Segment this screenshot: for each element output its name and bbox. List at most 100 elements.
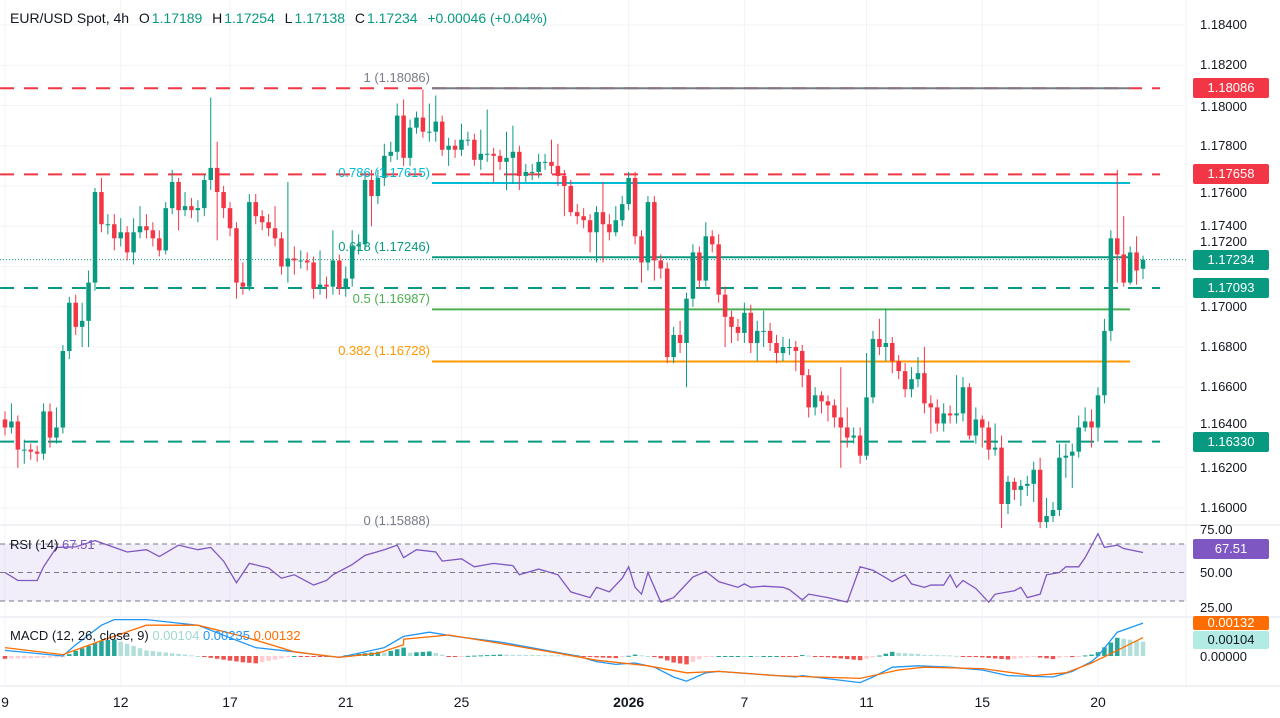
macd-histogram-bar: [832, 656, 837, 658]
macd-histogram-bar: [844, 656, 850, 660]
current-price-label: 1.17234: [1193, 249, 1269, 270]
macd-histogram-bar: [935, 655, 940, 657]
rsi-price-label: 67.51: [1193, 539, 1269, 559]
candle-body: [208, 167, 213, 180]
candle-body: [1070, 451, 1075, 456]
macd-histogram-bar: [684, 656, 689, 665]
candle-body: [793, 347, 799, 352]
candle-body: [420, 117, 426, 132]
candle-body: [980, 419, 985, 428]
candle-body: [902, 371, 908, 390]
macd-histogram-bar: [150, 651, 156, 656]
macd-legend[interactable]: MACD (12, 26, close, 9) 0.00104 0.00235 …: [10, 628, 301, 643]
macd-histogram-bar: [857, 656, 863, 661]
candle-body: [176, 181, 181, 211]
candle-body: [1012, 481, 1017, 490]
candle-body: [941, 413, 946, 424]
price-tick: 1.17600: [1200, 185, 1247, 200]
candle-body: [439, 121, 445, 150]
candle-body: [690, 252, 696, 299]
candle-body: [658, 260, 664, 269]
candle-body: [343, 278, 349, 289]
candle-body: [909, 379, 914, 390]
candle-body: [844, 427, 850, 438]
candle-body: [619, 204, 625, 221]
macd-histogram-bar: [478, 655, 484, 657]
candle-body: [9, 421, 14, 428]
macd-line-value: 0.00235: [202, 628, 250, 643]
candle-body: [15, 421, 21, 450]
candle-body: [787, 347, 792, 348]
fib-label-0.5: 0.5 (1.16987): [352, 291, 430, 307]
candle-body: [478, 153, 484, 160]
candle-body: [954, 413, 959, 416]
candle-body: [1050, 510, 1056, 517]
macd-histogram-bar: [600, 656, 606, 658]
macd-histogram-bar: [761, 656, 766, 657]
candle-body: [112, 224, 117, 239]
candle-body: [465, 139, 471, 141]
open-value: 1.17189: [151, 10, 203, 26]
macd-histogram-bar: [709, 656, 715, 657]
candle-body: [433, 121, 439, 132]
candle-body: [1108, 238, 1114, 331]
macd-histogram-bar: [337, 656, 342, 657]
macd-histogram-bar: [806, 655, 811, 657]
macd-histogram-bar: [523, 654, 529, 656]
candle-body: [1037, 469, 1043, 523]
candle-body: [407, 127, 413, 158]
candle-body: [247, 202, 252, 287]
macd-histogram-bar: [754, 656, 760, 657]
candle-body: [1044, 516, 1049, 523]
candle-body: [639, 236, 644, 263]
macd-histogram-bar: [652, 656, 657, 657]
candle-body: [337, 260, 342, 289]
macd-histogram-bar: [124, 643, 130, 656]
macd-histogram-bar: [902, 653, 908, 656]
rsi-legend[interactable]: RSI (14) 67.51: [10, 537, 95, 552]
candle-body: [427, 131, 432, 133]
candle-body: [986, 427, 991, 450]
macd-histogram-bar: [388, 650, 394, 656]
candle-body: [99, 192, 104, 225]
candle-body: [79, 320, 85, 327]
macd-histogram-bar: [28, 656, 33, 659]
macd-histogram-bar: [1082, 655, 1088, 657]
price-tick: 1.17400: [1200, 218, 1247, 234]
macd-histogram-bar: [112, 639, 117, 656]
candle-body: [806, 375, 811, 408]
macd-histogram-bar: [1018, 656, 1024, 659]
candle-body: [677, 334, 683, 343]
rsi-line: [4, 532, 1144, 604]
candle-body: [349, 246, 355, 279]
macd-histogram-bar: [484, 655, 490, 657]
macd-histogram-bar: [562, 655, 567, 657]
macd-histogram-bar: [427, 651, 432, 656]
macd-histogram-bar: [896, 652, 901, 656]
candle-body: [60, 351, 66, 428]
candle-body: [298, 260, 304, 262]
candle-body: [330, 260, 336, 287]
macd-histogram-bar: [697, 656, 702, 660]
macd-histogram-bar: [922, 654, 927, 656]
candle-body: [189, 206, 194, 211]
macd-histogram-bar: [1012, 656, 1017, 659]
rsi-tick-50: 50.00: [1200, 565, 1233, 580]
macd-histogram-bar: [304, 656, 310, 657]
candle-body: [484, 153, 490, 155]
candle-body: [999, 447, 1004, 504]
candle-body: [703, 236, 709, 281]
macd-histogram-bar: [317, 656, 323, 657]
candle-body: [144, 226, 149, 231]
candle-body: [414, 117, 419, 128]
macd-histogram-bar: [433, 653, 439, 656]
macd-histogram-bar: [420, 651, 426, 656]
candle-body: [825, 401, 831, 406]
fib-label-0: 0 (1.15888): [363, 512, 431, 528]
candle-body: [967, 387, 972, 436]
macd-histogram-bar: [1089, 654, 1094, 656]
candle-body: [1057, 457, 1062, 511]
macd-histogram-bar: [182, 654, 188, 656]
price-tick: 1.18200: [1200, 57, 1247, 73]
